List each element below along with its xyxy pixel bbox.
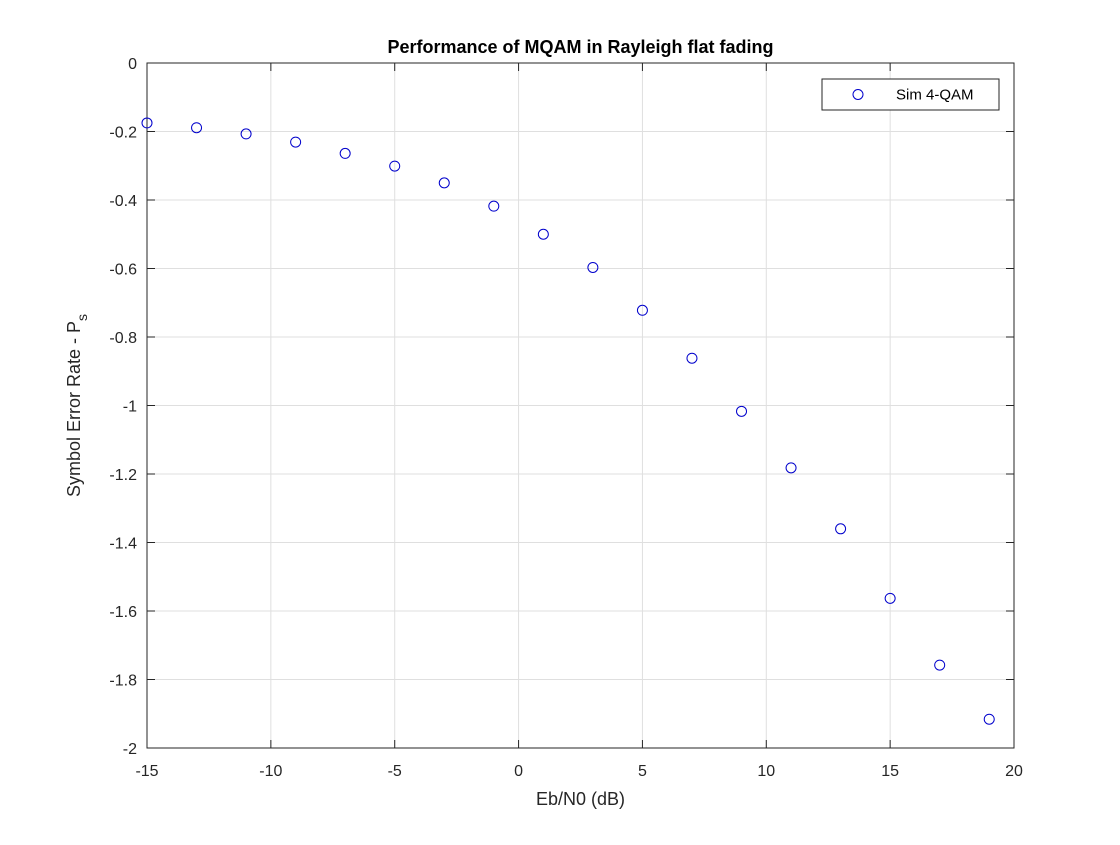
x-tick-label: 5 [638,763,647,780]
data-point [587,261,599,273]
legend-box [821,78,1000,111]
data-point [983,713,995,725]
data-point [934,659,946,671]
x-tick-label: -5 [388,763,402,780]
data-point [488,200,500,212]
data-point [686,352,698,364]
data-points [141,117,995,725]
x-tick-label: 20 [1005,763,1023,780]
y-axis-title-main: Symbol Error Rate - P [64,321,84,497]
data-point [438,177,450,189]
y-tick-label: -0.4 [109,193,137,210]
y-tick-label: -0.2 [109,125,137,142]
x-tick-labels: -15 -10 -5 0 5 10 15 20 [135,763,1023,780]
y-tick-label: -1.2 [109,467,137,484]
chart-title: Performance of MQAM in Rayleigh flat fad… [387,37,773,57]
data-point [636,304,648,316]
y-tick-label: -1 [123,399,137,416]
data-point [736,405,748,417]
y-tick-label: 0 [128,56,137,73]
y-axis-title-subscript: s [74,314,90,321]
data-point [191,122,203,134]
x-tick-label: 10 [757,763,775,780]
y-tick-label: -1.6 [109,604,137,621]
data-point [389,160,401,172]
x-tick-label: -15 [135,763,158,780]
data-point [785,462,797,474]
y-tick-label: -2 [123,741,137,758]
y-tick-label: -1.8 [109,673,137,690]
data-point [141,117,153,129]
data-point [240,128,252,140]
y-tick-label: -0.6 [109,262,137,279]
x-tick-label: 0 [514,763,523,780]
y-tick-label: -0.8 [109,330,137,347]
data-point [835,523,847,535]
axis-ticks [146,62,1015,749]
x-tick-label: -10 [259,763,282,780]
y-tick-label: -1.4 [109,536,137,553]
y-tick-labels: 0 -0.2 -0.4 -0.6 -0.8 -1 -1.2 -1.4 -1.6 -1.8 -2 [109,56,137,758]
legend[interactable]: Sim 4-QAM [821,78,1000,111]
data-point [537,228,549,240]
legend-marker-circle [852,89,864,100]
x-axis-title: Eb/N0 (dB) [536,789,625,809]
data-point [290,136,302,148]
x-tick-label: 15 [881,763,899,780]
y-axis-title: Symbol Error Rate - Ps [64,314,90,497]
data-point [339,147,351,159]
data-point [884,592,896,604]
legend-label: Sim 4-QAM [896,87,974,104]
